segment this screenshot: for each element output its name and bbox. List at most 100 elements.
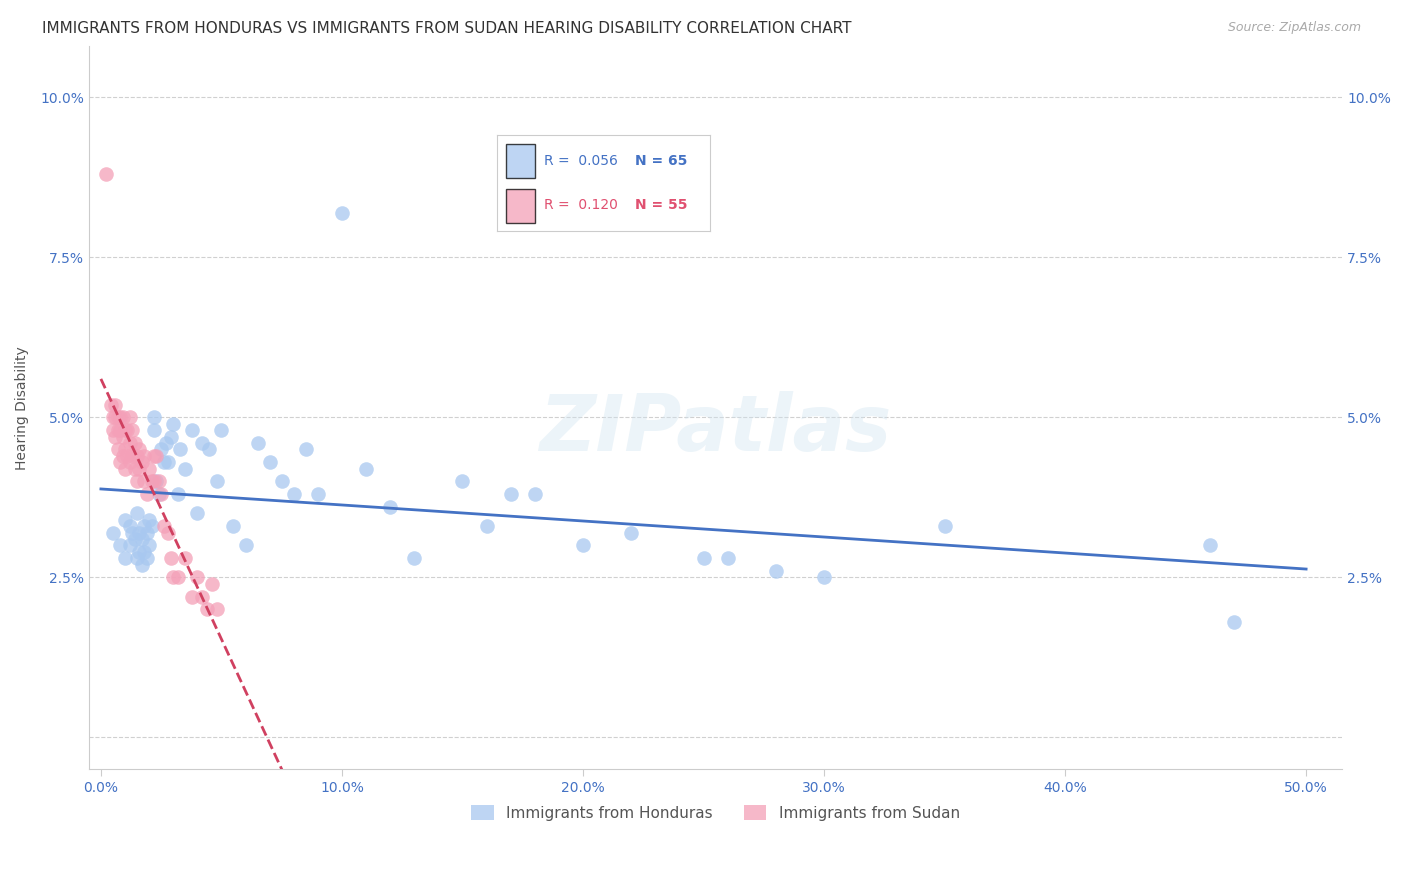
Legend: Immigrants from Honduras, Immigrants from Sudan: Immigrants from Honduras, Immigrants fro… [465,798,966,827]
Point [499,487,522,501]
Point [114,551,136,566]
Point [108,410,131,425]
Point [142,475,165,489]
Point [128,545,150,559]
Point [209,423,232,437]
Point [259,455,281,469]
Y-axis label: Hearing Disability: Hearing Disability [15,346,30,469]
Point [135,525,157,540]
Point [118,538,141,552]
FancyBboxPatch shape [506,145,536,178]
Point [135,487,157,501]
Point [451,475,474,489]
FancyBboxPatch shape [506,189,536,223]
Point [121,525,143,540]
Point [108,455,131,469]
Point [235,538,257,552]
Point [1223,615,1246,629]
Point [125,551,148,566]
Point [765,564,787,578]
Point [692,551,714,566]
Text: N = 55: N = 55 [636,198,688,211]
Point [150,442,173,457]
Point [101,410,124,425]
Point [118,455,141,469]
Point [118,519,141,533]
Point [934,519,956,533]
Point [246,436,269,450]
Point [138,513,160,527]
Point [205,475,228,489]
Point [124,532,146,546]
Point [162,417,184,431]
Point [152,519,174,533]
Point [145,449,167,463]
Point [111,449,134,463]
Text: Source: ZipAtlas.com: Source: ZipAtlas.com [1227,21,1361,34]
Point [138,461,160,475]
Point [142,423,165,437]
Point [157,455,180,469]
Point [181,590,204,604]
Point [131,532,153,546]
Point [114,461,136,475]
Point [167,570,190,584]
Point [270,475,292,489]
Point [404,551,426,566]
Point [148,487,170,501]
Point [124,461,146,475]
Point [159,551,181,566]
Point [283,487,305,501]
Point [142,449,165,463]
Text: N = 65: N = 65 [636,154,688,169]
Point [108,423,131,437]
Point [155,436,177,450]
Point [157,525,180,540]
Point [104,429,127,443]
Point [159,429,181,443]
Point [125,506,148,520]
Point [167,487,190,501]
Point [378,500,401,514]
Point [201,576,224,591]
Point [475,519,498,533]
Point [145,475,167,489]
Text: ZIPatlas: ZIPatlas [540,392,891,467]
Point [111,429,134,443]
Point [330,205,353,219]
Point [121,449,143,463]
Point [117,449,139,463]
Point [572,538,595,552]
Point [135,551,157,566]
Point [141,475,163,489]
Point [128,525,150,540]
Point [205,602,228,616]
Text: IMMIGRANTS FROM HONDURAS VS IMMIGRANTS FROM SUDAN HEARING DISABILITY CORRELATION: IMMIGRANTS FROM HONDURAS VS IMMIGRANTS F… [42,21,852,36]
Point [104,410,127,425]
Point [128,442,150,457]
Point [117,423,139,437]
Point [124,436,146,450]
Point [620,525,643,540]
Point [307,487,329,501]
Point [125,449,148,463]
Point [1198,538,1220,552]
Point [191,436,214,450]
Point [118,410,141,425]
Point [128,461,150,475]
Point [813,570,835,584]
Point [114,513,136,527]
Point [108,538,131,552]
Point [134,475,156,489]
Point [125,475,148,489]
Point [152,455,174,469]
Point [101,423,124,437]
Point [114,442,136,457]
Point [134,449,156,463]
Point [134,519,156,533]
Point [148,475,170,489]
Point [100,398,122,412]
Point [162,570,184,584]
Point [186,506,208,520]
Point [114,423,136,437]
